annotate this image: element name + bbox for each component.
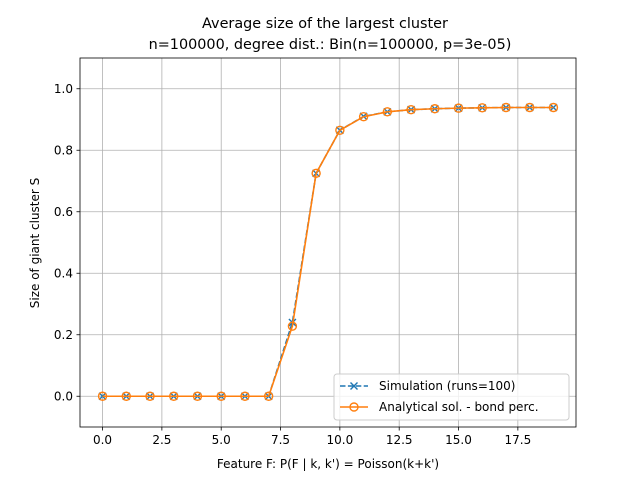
legend-entries: Simulation (runs=100) Analytical sol. - b… (340, 379, 539, 414)
series-2-point (287, 321, 298, 331)
series-2-point (430, 104, 440, 114)
y-tick-label: 0.4 (54, 266, 73, 280)
legend-marker-2 (349, 402, 359, 412)
series-2-point (192, 391, 203, 401)
chart-subtitle: n=100000, degree dist.: Bin(n=100000, p=… (149, 37, 512, 53)
series-2-point (263, 391, 274, 401)
chart-title: Average size of the largest cluster (202, 16, 448, 32)
series-2-point (501, 102, 511, 113)
legend-label-1: Simulation (runs=100) (379, 379, 515, 393)
x-tick-label: 12.5 (386, 433, 413, 447)
marker-stroke (350, 382, 358, 390)
series-2-point (121, 391, 131, 401)
series-2-point (525, 102, 535, 113)
series-2 (97, 102, 559, 401)
legend: Simulation (runs=100) Analytical sol. - b… (333, 373, 570, 421)
y-tick-label: 0.6 (54, 205, 73, 219)
series-2-point (169, 391, 179, 401)
series-2-point (382, 107, 393, 117)
series-2-point (358, 112, 369, 122)
series-layer (97, 102, 559, 401)
x-tick-label: 5.0 (212, 433, 231, 447)
x-axis-label: Feature F: P(F | k, k') = Poisson(k+k') (217, 457, 439, 471)
y-axis-label: Size of giant cluster S (28, 178, 42, 309)
series-2-point (145, 391, 155, 401)
marker-stroke (98, 392, 107, 401)
x-tick-label: 7.5 (271, 433, 290, 447)
x-tick-label: 2.5 (152, 433, 171, 447)
ticks: 0.0 2.5 5.0 7.5 10.0 12.5 15.0 17.5 0.0 0.2 0.4 0.6… (54, 82, 531, 447)
marker-stroke (549, 103, 558, 112)
x-tick-label: 10.0 (327, 433, 354, 447)
x-tick-label: 17.5 (504, 433, 531, 447)
series-2-point (216, 391, 226, 401)
plot-frame (79, 57, 577, 428)
y-tick-label: 0.8 (54, 143, 73, 157)
series-2-point (335, 125, 345, 135)
legend-frame (333, 373, 570, 421)
y-tick-label: 0.0 (54, 389, 73, 403)
series-2-point (477, 103, 487, 113)
series-1-point (549, 103, 558, 112)
series-1-point (98, 392, 107, 401)
y-tick-label: 0.2 (54, 328, 73, 342)
series-2-point (453, 103, 464, 113)
series-2-point (97, 391, 108, 401)
y-tick-label: 1.0 (54, 82, 73, 96)
x-tick-label: 0.0 (93, 433, 112, 447)
series-2-point (240, 391, 250, 401)
series-2-point (311, 168, 321, 179)
legend-marker-1 (350, 382, 358, 390)
legend-label-2: Analytical sol. - bond perc. (379, 400, 539, 414)
series-2-point (406, 104, 416, 115)
x-tick-label: 15.0 (445, 433, 472, 447)
series-2-point (548, 102, 559, 113)
